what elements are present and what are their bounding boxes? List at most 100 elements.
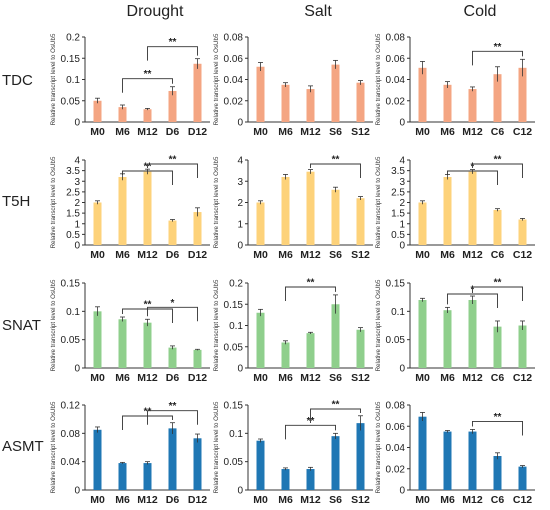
bar-m0 — [256, 66, 265, 122]
significance-label: ** — [332, 155, 340, 166]
significance-bracket — [147, 163, 198, 178]
category-label-c6: C6 — [491, 494, 505, 506]
y-tick-label: 0.15 — [386, 279, 406, 290]
significance-bracket — [147, 46, 198, 61]
row-label-asmt: ASMT — [2, 438, 44, 455]
y-tick-label: 0.05 — [386, 335, 406, 346]
y-tick-label: 0 — [399, 364, 405, 375]
panel-t5h-salt: Relative transcript level to OsUb5 0 1 2 3 4 M… — [213, 155, 373, 261]
category-label-s12: S12 — [351, 494, 370, 506]
category-label-c12: C12 — [513, 494, 532, 506]
category-label-m12: M12 — [462, 249, 483, 261]
category-label-d12: D12 — [188, 372, 207, 384]
category-label-m6: M6 — [115, 126, 130, 138]
y-tick-label: 2 — [237, 198, 243, 209]
y-axis-label: Relative transcript level to OsUb5 — [50, 156, 57, 248]
y-tick-label: 0.5 — [66, 230, 80, 241]
category-label-c6: C6 — [491, 249, 505, 261]
bar-m0 — [256, 202, 265, 245]
significance-label: ** — [307, 278, 315, 289]
significance-label: ** — [494, 278, 502, 289]
y-axis-label: Relative transcript level to OsUb5 — [375, 33, 382, 125]
y-tick-label: 1 — [237, 219, 243, 230]
y-axis-label: Relative transcript level to OsUb5 — [213, 279, 220, 371]
y-tick-label: 1.5 — [391, 209, 405, 220]
significance-bracket — [472, 50, 523, 66]
category-label-m12: M12 — [300, 126, 321, 138]
category-label-d12: D12 — [188, 494, 207, 506]
y-tick-label: 0 — [74, 241, 80, 252]
y-tick-label: 0 — [74, 118, 80, 129]
category-label-m12: M12 — [300, 494, 321, 506]
bar-m12 — [468, 300, 477, 368]
bar-d12 — [193, 212, 202, 245]
y-axis-label: Relative transcript level to OsUb5 — [50, 401, 57, 493]
y-tick-label: 4 — [74, 156, 80, 167]
category-label-m12: M12 — [137, 249, 158, 261]
panel-asmt-salt: Relative transcript level to OsUb5 0 0.05 0… — [213, 400, 373, 506]
bar-m12 — [143, 109, 152, 122]
bar-m12 — [306, 171, 315, 245]
bar-s12 — [356, 329, 365, 368]
bar-s12 — [356, 198, 365, 245]
significance-bracket — [285, 424, 336, 440]
y-tick-label: 4 — [399, 156, 405, 167]
category-label-m6: M6 — [440, 494, 455, 506]
significance-bracket — [122, 170, 173, 185]
significance-label: ** — [169, 401, 177, 412]
y-tick-label: 3.5 — [391, 166, 405, 177]
y-axis-label: Relative transcript level to OsUb5 — [375, 279, 382, 371]
y-tick-label: 0 — [237, 486, 243, 497]
y-tick-label: 0.08 — [386, 33, 406, 44]
category-label-s6: S6 — [329, 494, 342, 506]
category-label-m12: M12 — [300, 249, 321, 261]
y-tick-label: 0.1 — [229, 321, 243, 332]
y-tick-label: 0.15 — [224, 401, 244, 412]
bar-m12 — [468, 89, 477, 122]
bar-m6 — [118, 319, 127, 368]
y-tick-label: 0.04 — [386, 75, 406, 86]
y-tick-label: 0 — [399, 118, 405, 129]
category-label-m12: M12 — [137, 494, 158, 506]
category-label-c12: C12 — [513, 249, 532, 261]
y-tick-label: 3 — [237, 177, 243, 188]
y-tick-label: 0.12 — [61, 401, 81, 412]
y-tick-label: 2 — [399, 198, 405, 209]
bar-m0 — [93, 311, 102, 368]
bar-m0 — [93, 100, 102, 122]
category-label-c6: C6 — [491, 126, 505, 138]
y-tick-label: 0.1 — [66, 75, 80, 86]
bar-c6 — [493, 74, 502, 122]
category-label-m0: M0 — [415, 372, 430, 384]
category-label-m0: M0 — [90, 494, 105, 506]
category-label-s6: S6 — [329, 372, 342, 384]
y-axis-label: Relative transcript level to OsUb5 — [213, 33, 220, 125]
y-tick-label: 0.08 — [61, 429, 81, 440]
category-label-m6: M6 — [278, 494, 293, 506]
y-axis-label: Relative transcript level to OsUb5 — [50, 279, 57, 371]
y-tick-label: 3 — [74, 177, 80, 188]
category-label-d12: D12 — [188, 249, 207, 261]
significance-bracket — [472, 286, 523, 301]
row-label-t5h: T5H — [2, 193, 30, 210]
y-tick-label: 1.5 — [66, 209, 80, 220]
row-label-tdc: TDC — [2, 72, 33, 89]
y-tick-label: 0.02 — [386, 464, 406, 475]
category-label-s6: S6 — [329, 249, 342, 261]
category-label-m6: M6 — [115, 372, 130, 384]
bar-m0 — [93, 202, 102, 245]
y-tick-label: 0.05 — [224, 457, 244, 468]
category-label-d6: D6 — [166, 126, 180, 138]
column-title-salt: Salt — [304, 3, 332, 20]
bar-s6 — [331, 189, 340, 245]
y-tick-label: 0.06 — [386, 54, 406, 65]
category-label-m0: M0 — [253, 494, 268, 506]
y-tick-label: 0.05 — [224, 342, 244, 353]
y-tick-label: 0.1 — [391, 307, 405, 318]
bar-m12 — [143, 171, 152, 245]
bar-s6 — [331, 64, 340, 122]
category-label-m0: M0 — [253, 126, 268, 138]
y-tick-label: 0.5 — [391, 230, 405, 241]
bar-s6 — [331, 304, 340, 368]
significance-bracket — [472, 420, 523, 436]
